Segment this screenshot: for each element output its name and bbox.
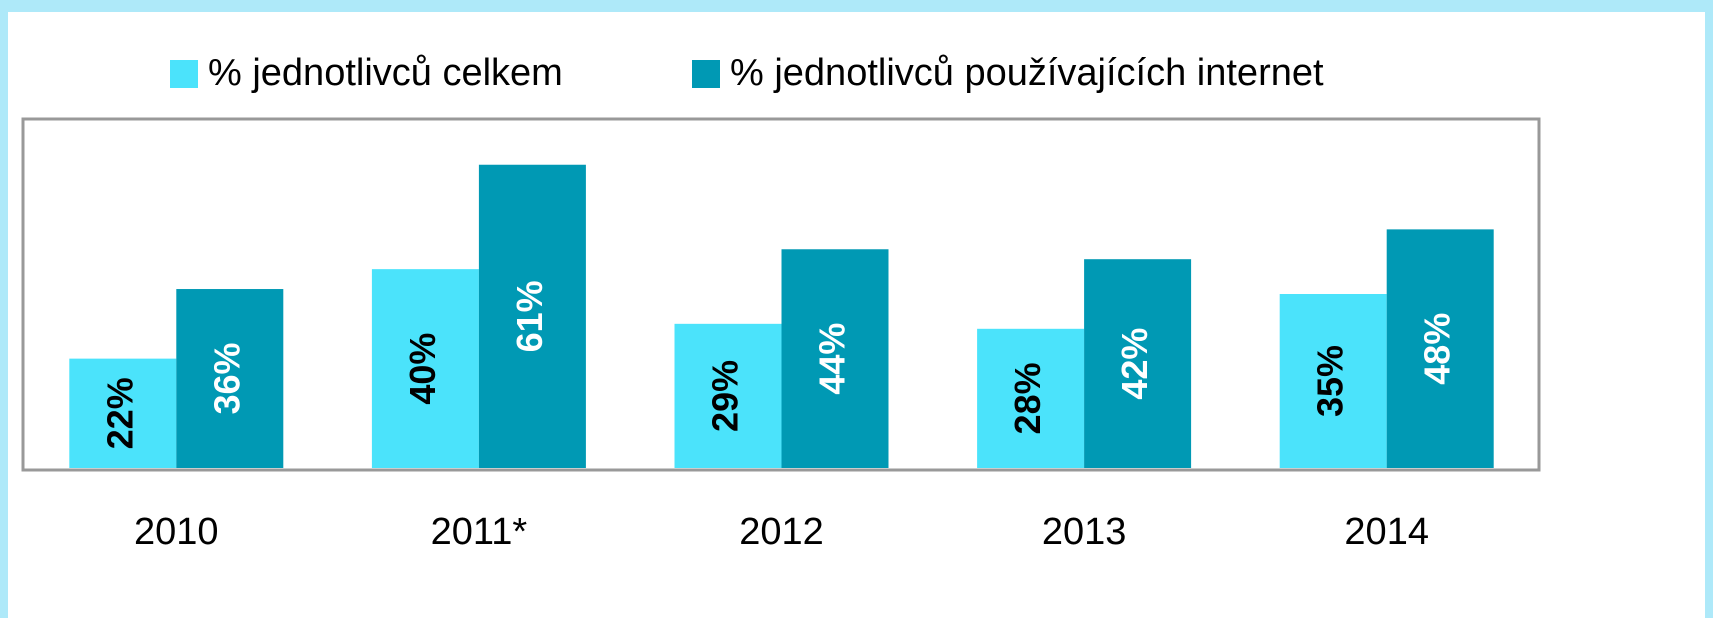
bar — [1386, 229, 1494, 468]
data-label: 44% — [812, 323, 853, 395]
x-tick-label: 2011* — [431, 511, 528, 553]
legend-label: % jednotlivců používajících internet — [730, 52, 1324, 94]
legend-swatch — [170, 60, 198, 88]
plot-border — [21, 117, 1541, 472]
x-tick-label: 2014 — [1344, 511, 1429, 553]
bar — [1279, 294, 1387, 468]
data-label: 40% — [402, 333, 443, 405]
data-label: 35% — [1310, 345, 1351, 417]
legend-swatch — [692, 60, 720, 88]
bar — [674, 323, 782, 468]
bar — [781, 249, 889, 468]
x-tick-label: 2012 — [739, 511, 824, 553]
data-label: 42% — [1114, 328, 1155, 400]
bar — [176, 289, 284, 468]
x-tick-label: 2013 — [1042, 511, 1127, 553]
bar — [977, 328, 1085, 468]
data-label: 36% — [206, 342, 247, 414]
data-label: 48% — [1417, 313, 1458, 385]
x-tick-label: 2010 — [134, 511, 219, 553]
data-label: 22% — [99, 377, 140, 449]
bar — [371, 269, 479, 468]
bar — [1084, 259, 1192, 468]
legend-label: % jednotlivců celkem — [208, 52, 563, 94]
data-label: 29% — [705, 360, 746, 432]
data-label: 61% — [509, 280, 550, 352]
data-label: 28% — [1007, 362, 1048, 434]
bar — [478, 164, 586, 468]
bar — [69, 358, 177, 468]
